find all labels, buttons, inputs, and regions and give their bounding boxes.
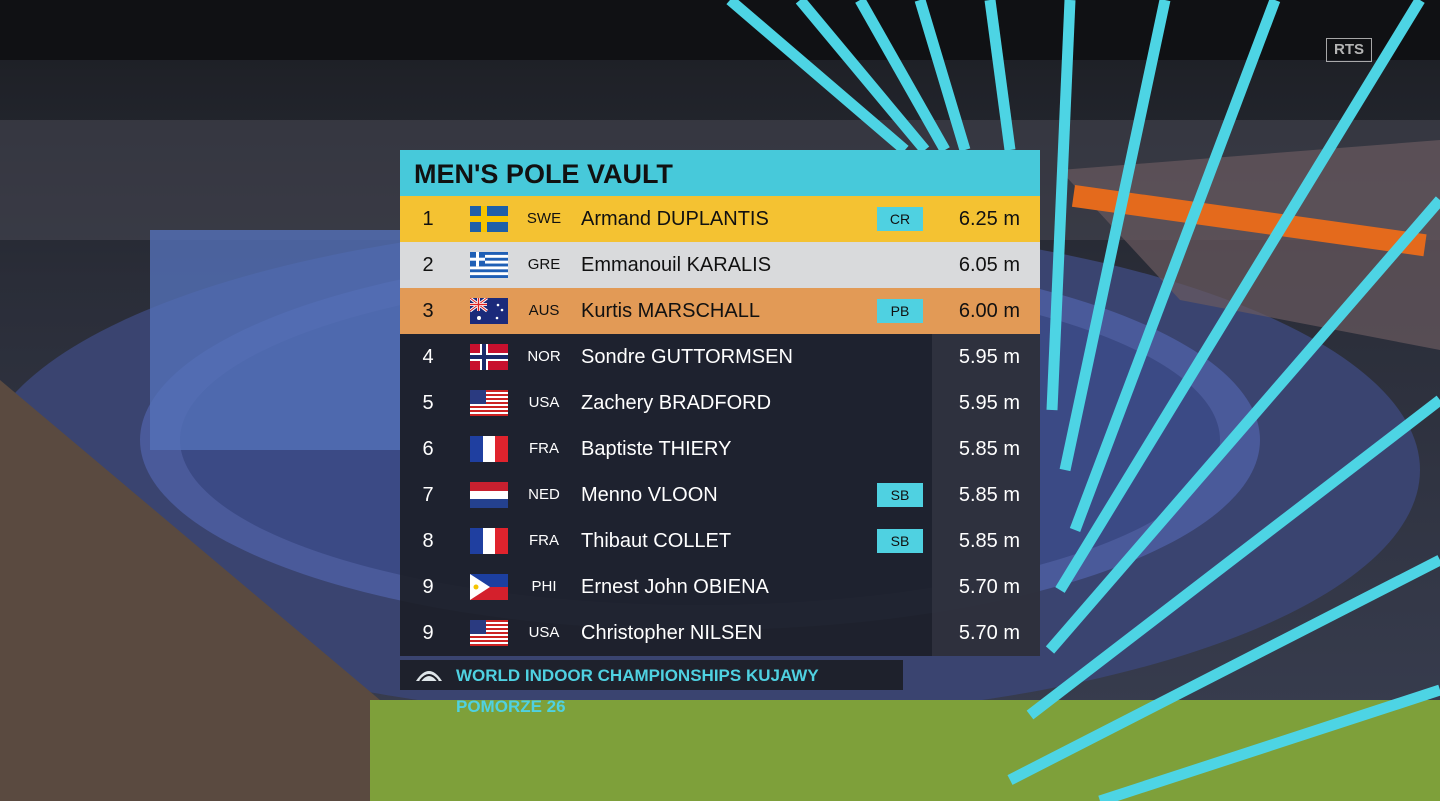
- rank: 5: [422, 392, 434, 414]
- result-mark: 5.85 m: [958, 484, 1020, 506]
- rank: 1: [422, 208, 434, 230]
- rank: 6: [422, 438, 434, 460]
- result-mark: 5.70 m: [958, 576, 1020, 598]
- result-mark: 5.85 m: [958, 530, 1020, 552]
- result-row: 2 GRE Emmanouil KARALIS 6.05 m: [400, 242, 1040, 288]
- rank: 8: [422, 530, 434, 552]
- mark-column: [932, 334, 1040, 380]
- athlete-name: Christopher NILSEN: [581, 622, 763, 644]
- athlete-name: Zachery BRADFORD: [581, 392, 772, 414]
- country-code: USA: [528, 624, 560, 641]
- athlete-name: Thibaut COLLET: [581, 530, 732, 552]
- event-footer: WORLD INDOOR CHAMPIONSHIPS KUJAWY POMORZ…: [400, 660, 903, 716]
- mark-column: [932, 564, 1040, 610]
- rank: 7: [422, 484, 434, 506]
- result-mark: 5.95 m: [958, 346, 1020, 368]
- rank: 3: [422, 300, 434, 322]
- decor-rays: [726, 0, 1440, 801]
- result-row: 6 FRA Baptiste THIERY 5.85 m: [400, 426, 1040, 472]
- board-title: MEN'S POLE VAULT: [400, 150, 1040, 196]
- result-mark: 6.00 m: [958, 300, 1020, 322]
- record-badge: CR: [877, 207, 923, 231]
- athlete-name: Emmanouil KARALIS: [581, 254, 772, 276]
- result-row: 9 PHI Ernest John OBIENA 5.70 m: [400, 564, 1040, 610]
- record-badge: SB: [877, 483, 923, 507]
- athlete-name: Baptiste THIERY: [581, 438, 732, 460]
- mark-column: [932, 610, 1040, 656]
- result-row: 7 NED Menno VLOON SB 5.85 m: [400, 472, 1040, 518]
- record-badge: PB: [877, 299, 923, 323]
- country-code: PHI: [531, 578, 557, 595]
- country-code: AUS: [528, 302, 560, 319]
- country-code: GRE: [527, 256, 561, 273]
- event-logo: [416, 671, 442, 682]
- result-mark: 5.70 m: [958, 622, 1020, 644]
- country-code: FRA: [529, 440, 559, 457]
- result-row: 9 USA Christopher NILSEN 5.70 m: [400, 610, 1040, 656]
- athlete-name: Ernest John OBIENA: [581, 576, 769, 598]
- rank: 2: [422, 254, 434, 276]
- country-flag: [470, 344, 508, 370]
- results-board: MEN'S POLE VAULT 1 SWE Armand DUPLANTIS CR 6…: [400, 150, 1040, 656]
- record-badge: SB: [877, 529, 923, 553]
- result-mark: 6.25 m: [958, 208, 1020, 230]
- mark-column: [932, 426, 1040, 472]
- athlete-name: Kurtis MARSCHALL: [581, 300, 760, 322]
- country-flag: [470, 620, 508, 646]
- athlete-name: Armand DUPLANTIS: [581, 208, 769, 230]
- result-row: 3 AUS Kurtis MARSCHALL PB 6.00 m: [400, 288, 1040, 334]
- country-flag: [470, 206, 508, 232]
- result-mark: 5.85 m: [958, 438, 1020, 460]
- country-code: FRA: [529, 532, 559, 549]
- athlete-name: Sondre GUTTORMSEN: [581, 346, 793, 368]
- result-row: 4 NOR Sondre GUTTORMSEN 5.95 m: [400, 334, 1040, 380]
- athlete-name: Menno VLOON: [581, 484, 718, 506]
- country-flag: [470, 298, 508, 324]
- mark-column: [932, 380, 1040, 426]
- country-code: USA: [528, 394, 560, 411]
- footer-text: WORLD INDOOR CHAMPIONSHIPS KUJAWY POMORZ…: [456, 666, 819, 716]
- rank: 9: [422, 576, 434, 598]
- country-flag: [470, 436, 508, 462]
- result-mark: 6.05 m: [958, 254, 1020, 276]
- result-row: 5 USA Zachery BRADFORD 5.95 m: [400, 380, 1040, 426]
- country-code: SWE: [526, 210, 562, 227]
- result-mark: 5.95 m: [958, 392, 1020, 414]
- rank: 9: [422, 622, 434, 644]
- country-flag: [470, 390, 508, 416]
- rank: 4: [422, 346, 434, 368]
- country-flag: [470, 252, 508, 278]
- mark-column: [932, 518, 1040, 564]
- country-flag: [470, 482, 508, 508]
- country-code: NED: [528, 486, 560, 503]
- result-row: 1 SWE Armand DUPLANTIS CR 6.25 m: [400, 196, 1040, 242]
- result-row: 8 FRA Thibaut COLLET SB 5.85 m: [400, 518, 1040, 564]
- country-flag: [470, 574, 508, 600]
- country-flag: [470, 528, 508, 554]
- country-code: NOR: [527, 348, 561, 365]
- broadcaster-logo: RTS: [1326, 38, 1372, 62]
- mark-column: [932, 472, 1040, 518]
